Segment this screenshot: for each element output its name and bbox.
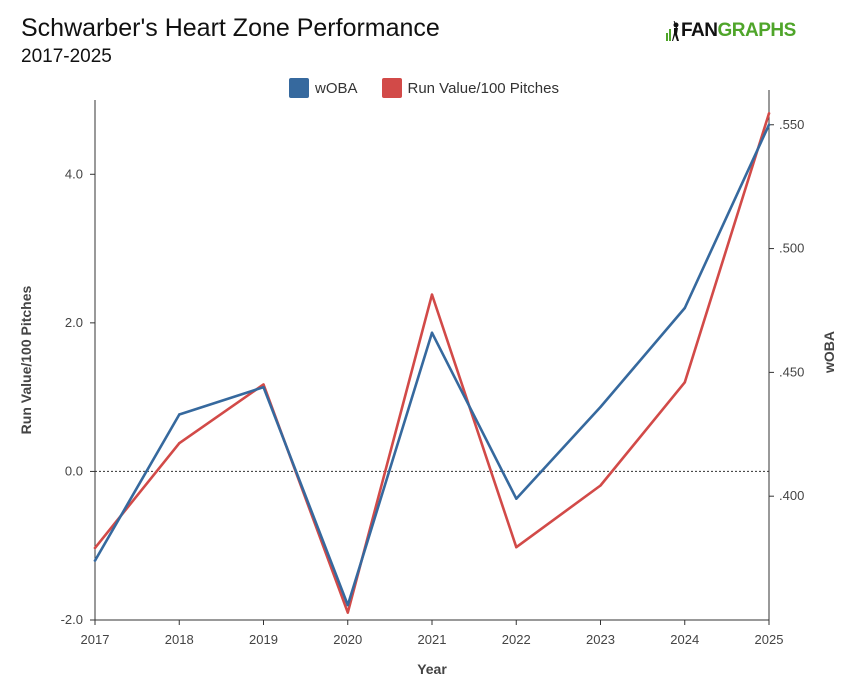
legend-label-woba: wOBA — [314, 79, 358, 97]
run-value-data-point — [430, 293, 434, 296]
woba-data-point — [599, 405, 602, 409]
y-right-tick-label: .400 — [779, 488, 804, 503]
y-left-tick-label: 0.0 — [65, 463, 83, 478]
y-axis-right-title: wOBA — [821, 331, 837, 374]
woba-data-point — [93, 559, 97, 562]
logo-text-graphs: GRAPHS — [717, 20, 797, 41]
chart-series — [93, 112, 771, 614]
legend-item-run-value[interactable]: Run Value/100 Pitches — [381, 78, 560, 98]
fangraphs-logo: FAN GRAPHS — [666, 20, 796, 42]
woba-data-point — [515, 497, 518, 500]
legend-label-run-value: Run Value/100 Pitches — [407, 79, 560, 97]
y-right-tick-label: .500 — [779, 241, 804, 256]
logo-text-fan: FAN — [681, 20, 718, 41]
x-tick-label: 2022 — [502, 632, 531, 647]
run-value-data-point — [262, 383, 265, 386]
run-value-series-line — [93, 112, 771, 614]
woba-data-point — [683, 306, 686, 310]
x-tick-label: 2020 — [333, 632, 362, 647]
run-value-data-point — [683, 381, 686, 384]
run-value-data-point — [599, 484, 602, 487]
woba-data-point — [767, 123, 771, 126]
y-left-tick-label: -2.0 — [61, 612, 83, 627]
run-value-data-point — [93, 546, 97, 550]
x-tick-label: 2018 — [165, 632, 194, 647]
woba-data-point — [178, 413, 181, 416]
legend-swatch-woba — [288, 78, 309, 98]
x-tick-label: 2024 — [670, 632, 699, 647]
chart-title: Schwarber's Heart Zone Performance — [21, 14, 440, 42]
x-tick-label: 2023 — [586, 632, 615, 647]
woba-data-point — [262, 386, 265, 389]
chart-legend: wOBA Run Value/100 Pitches — [0, 78, 848, 98]
x-tick-label: 2019 — [249, 632, 278, 647]
fangraphs-logo-icon — [666, 21, 679, 41]
x-tick-label: 2021 — [418, 632, 447, 647]
x-tick-label: 2025 — [755, 632, 784, 647]
x-tick-label: 2017 — [81, 632, 110, 647]
y-axis-left-title: Run Value/100 Pitches — [18, 285, 34, 434]
run-value-data-point — [178, 442, 181, 445]
run-value-data-point — [767, 112, 771, 115]
y-left-tick-label: 4.0 — [65, 166, 83, 181]
legend-swatch-run-value — [381, 78, 402, 98]
x-axis-title: Year — [417, 661, 447, 677]
chart-labels: -2.0 0.0 2.0 4.0 .400 .450 .500 .550 2017 2018 201… — [18, 117, 837, 677]
y-right-tick-label: .550 — [779, 117, 804, 132]
woba-data-point — [430, 331, 434, 334]
chart-subtitle: 2017-2025 — [21, 46, 112, 67]
run-value-data-point — [515, 546, 518, 549]
woba-data-point — [346, 603, 349, 607]
legend-item-woba[interactable]: wOBA — [288, 78, 358, 98]
y-left-tick-label: 2.0 — [65, 315, 83, 330]
run-value-data-point — [346, 611, 349, 614]
chart-axes — [90, 90, 774, 625]
y-right-tick-label: .450 — [779, 364, 804, 379]
woba-series-line — [93, 123, 771, 607]
